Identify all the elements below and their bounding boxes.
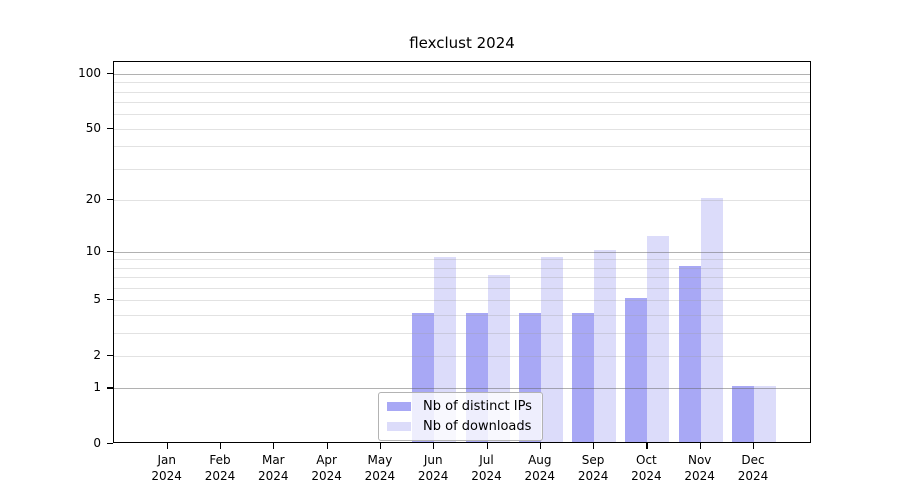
legend-entry-distinct-ips: Nb of distinct IPs — [387, 399, 532, 414]
y-tick-100 — [107, 72, 113, 75]
x-tick-label-may: May 2024 — [364, 453, 396, 483]
legend-entry-downloads: Nb of downloads — [387, 419, 532, 434]
y-tick-label-100: 100 — [78, 65, 101, 80]
x-tick-sep — [593, 443, 595, 449]
x-tick-jul — [486, 443, 488, 449]
bar-dec-downloads — [754, 386, 776, 442]
legend-swatch-downloads — [387, 422, 411, 431]
bar-aug-downloads — [540, 257, 563, 442]
x-tick-label-dec: Dec 2024 — [737, 453, 769, 483]
legend-label-downloads: Nb of downloads — [423, 419, 532, 434]
x-tick-feb — [220, 443, 222, 449]
y-tick-1 — [107, 387, 113, 389]
bar-sep-distinct-ips — [572, 312, 595, 442]
bar-sep-downloads — [594, 249, 617, 442]
x-tick-label-jun: Jun 2024 — [417, 453, 449, 483]
bar-oct-downloads — [647, 236, 670, 442]
x-tick-label-feb: Feb 2024 — [204, 453, 236, 483]
legend-label-distinct-ips: Nb of distinct IPs — [423, 399, 532, 414]
x-tick-label-nov: Nov 2024 — [684, 453, 715, 483]
x-tick-jan — [166, 443, 168, 449]
bar-dec-distinct-ips — [732, 386, 754, 442]
y-tick-20 — [107, 198, 113, 201]
x-tick-may — [379, 443, 382, 449]
x-tick-dec — [753, 443, 755, 449]
legend-swatch-distinct-ips — [387, 402, 411, 411]
bar-nov-distinct-ips — [678, 265, 701, 442]
x-tick-jun — [433, 443, 435, 449]
x-tick-label-jan: Jan 2024 — [151, 453, 182, 483]
x-tick-label-jul: Jul 2024 — [471, 453, 502, 483]
y-tick-label-5: 5 — [93, 292, 101, 307]
chart-title: flexclust 2024 — [409, 34, 515, 52]
plot-area: Nb of distinct IPs Nb of downloads — [113, 61, 811, 443]
x-tick-label-mar: Mar 2024 — [258, 453, 289, 483]
y-tick-label-2: 2 — [93, 347, 101, 362]
y-tick-2 — [107, 354, 113, 357]
y-tick-50 — [107, 127, 113, 129]
x-tick-label-oct: Oct 2024 — [631, 453, 662, 483]
x-tick-label-sep: Sep 2024 — [577, 453, 609, 483]
y-tick-10 — [107, 250, 113, 252]
y-tick-5 — [107, 299, 113, 301]
legend: Nb of distinct IPs Nb of downloads — [378, 392, 543, 441]
y-tick-label-1: 1 — [93, 380, 101, 395]
bar-nov-downloads — [700, 197, 723, 442]
x-tick-nov — [699, 443, 701, 449]
x-tick-aug — [539, 443, 541, 449]
x-tick-oct — [646, 443, 648, 449]
x-tick-label-aug: Aug 2024 — [524, 453, 556, 483]
x-tick-apr — [326, 443, 328, 449]
bar-oct-distinct-ips — [625, 298, 648, 442]
y-tick-label-0: 0 — [93, 436, 101, 450]
bars-layer — [114, 62, 810, 442]
x-tick-label-apr: Apr 2024 — [311, 453, 342, 483]
y-tick-label-50: 50 — [85, 120, 101, 135]
y-tick-label-10: 10 — [85, 243, 101, 258]
x-tick-mar — [273, 443, 275, 449]
y-tick-label-20: 20 — [85, 191, 101, 206]
y-tick-0 — [107, 443, 113, 445]
